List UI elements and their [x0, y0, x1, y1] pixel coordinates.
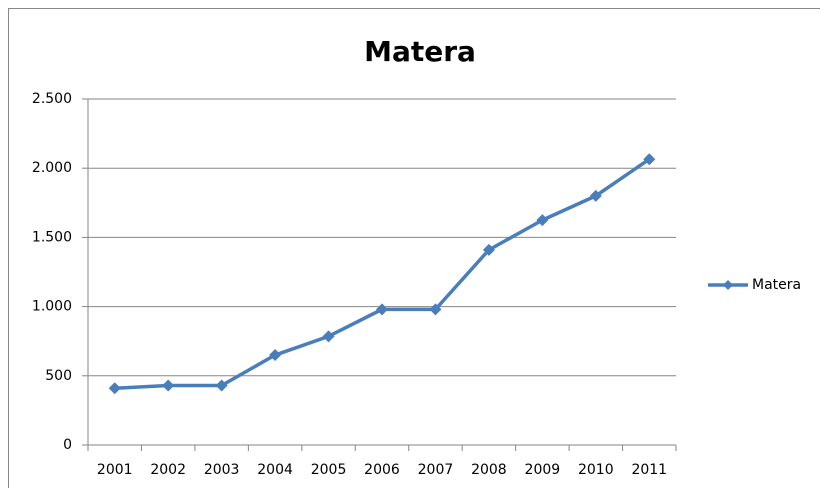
- legend-label: Matera: [752, 277, 801, 293]
- y-tick-label: 500: [45, 368, 72, 384]
- y-tick-label: 1.000: [32, 299, 72, 315]
- y-tick-label: 2.000: [32, 160, 72, 176]
- legend-marker: [723, 280, 733, 290]
- point-marker: [429, 303, 442, 316]
- x-tick-label: 2009: [525, 462, 561, 478]
- point-marker: [376, 303, 388, 316]
- point-marker: [643, 153, 656, 166]
- y-tick-label: 1.500: [32, 229, 72, 245]
- point-marker: [482, 243, 495, 256]
- chart-border: [8, 8, 820, 488]
- x-tick-label: 2001: [97, 462, 133, 478]
- point-marker: [589, 189, 602, 202]
- x-tick-label: 2002: [150, 462, 186, 478]
- point-marker: [322, 330, 335, 343]
- y-tick-label: 2.500: [32, 91, 72, 107]
- point-marker: [536, 214, 549, 227]
- x-tick-label: 2003: [204, 462, 240, 478]
- point-marker: [269, 349, 282, 362]
- point-marker: [108, 382, 121, 395]
- x-tick-label: 2007: [418, 462, 454, 478]
- x-tick-label: 2004: [257, 462, 293, 478]
- x-tick-label: 2005: [311, 462, 347, 478]
- x-tick-label: 2006: [364, 462, 400, 478]
- x-tick-label: 2010: [578, 462, 614, 478]
- x-tick-label: 2008: [471, 462, 507, 478]
- point-marker: [215, 379, 228, 392]
- chart-title: Matera: [364, 35, 476, 68]
- x-tick-label: 2011: [631, 462, 667, 478]
- y-tick-label: 0: [63, 437, 72, 453]
- point-marker: [162, 379, 175, 392]
